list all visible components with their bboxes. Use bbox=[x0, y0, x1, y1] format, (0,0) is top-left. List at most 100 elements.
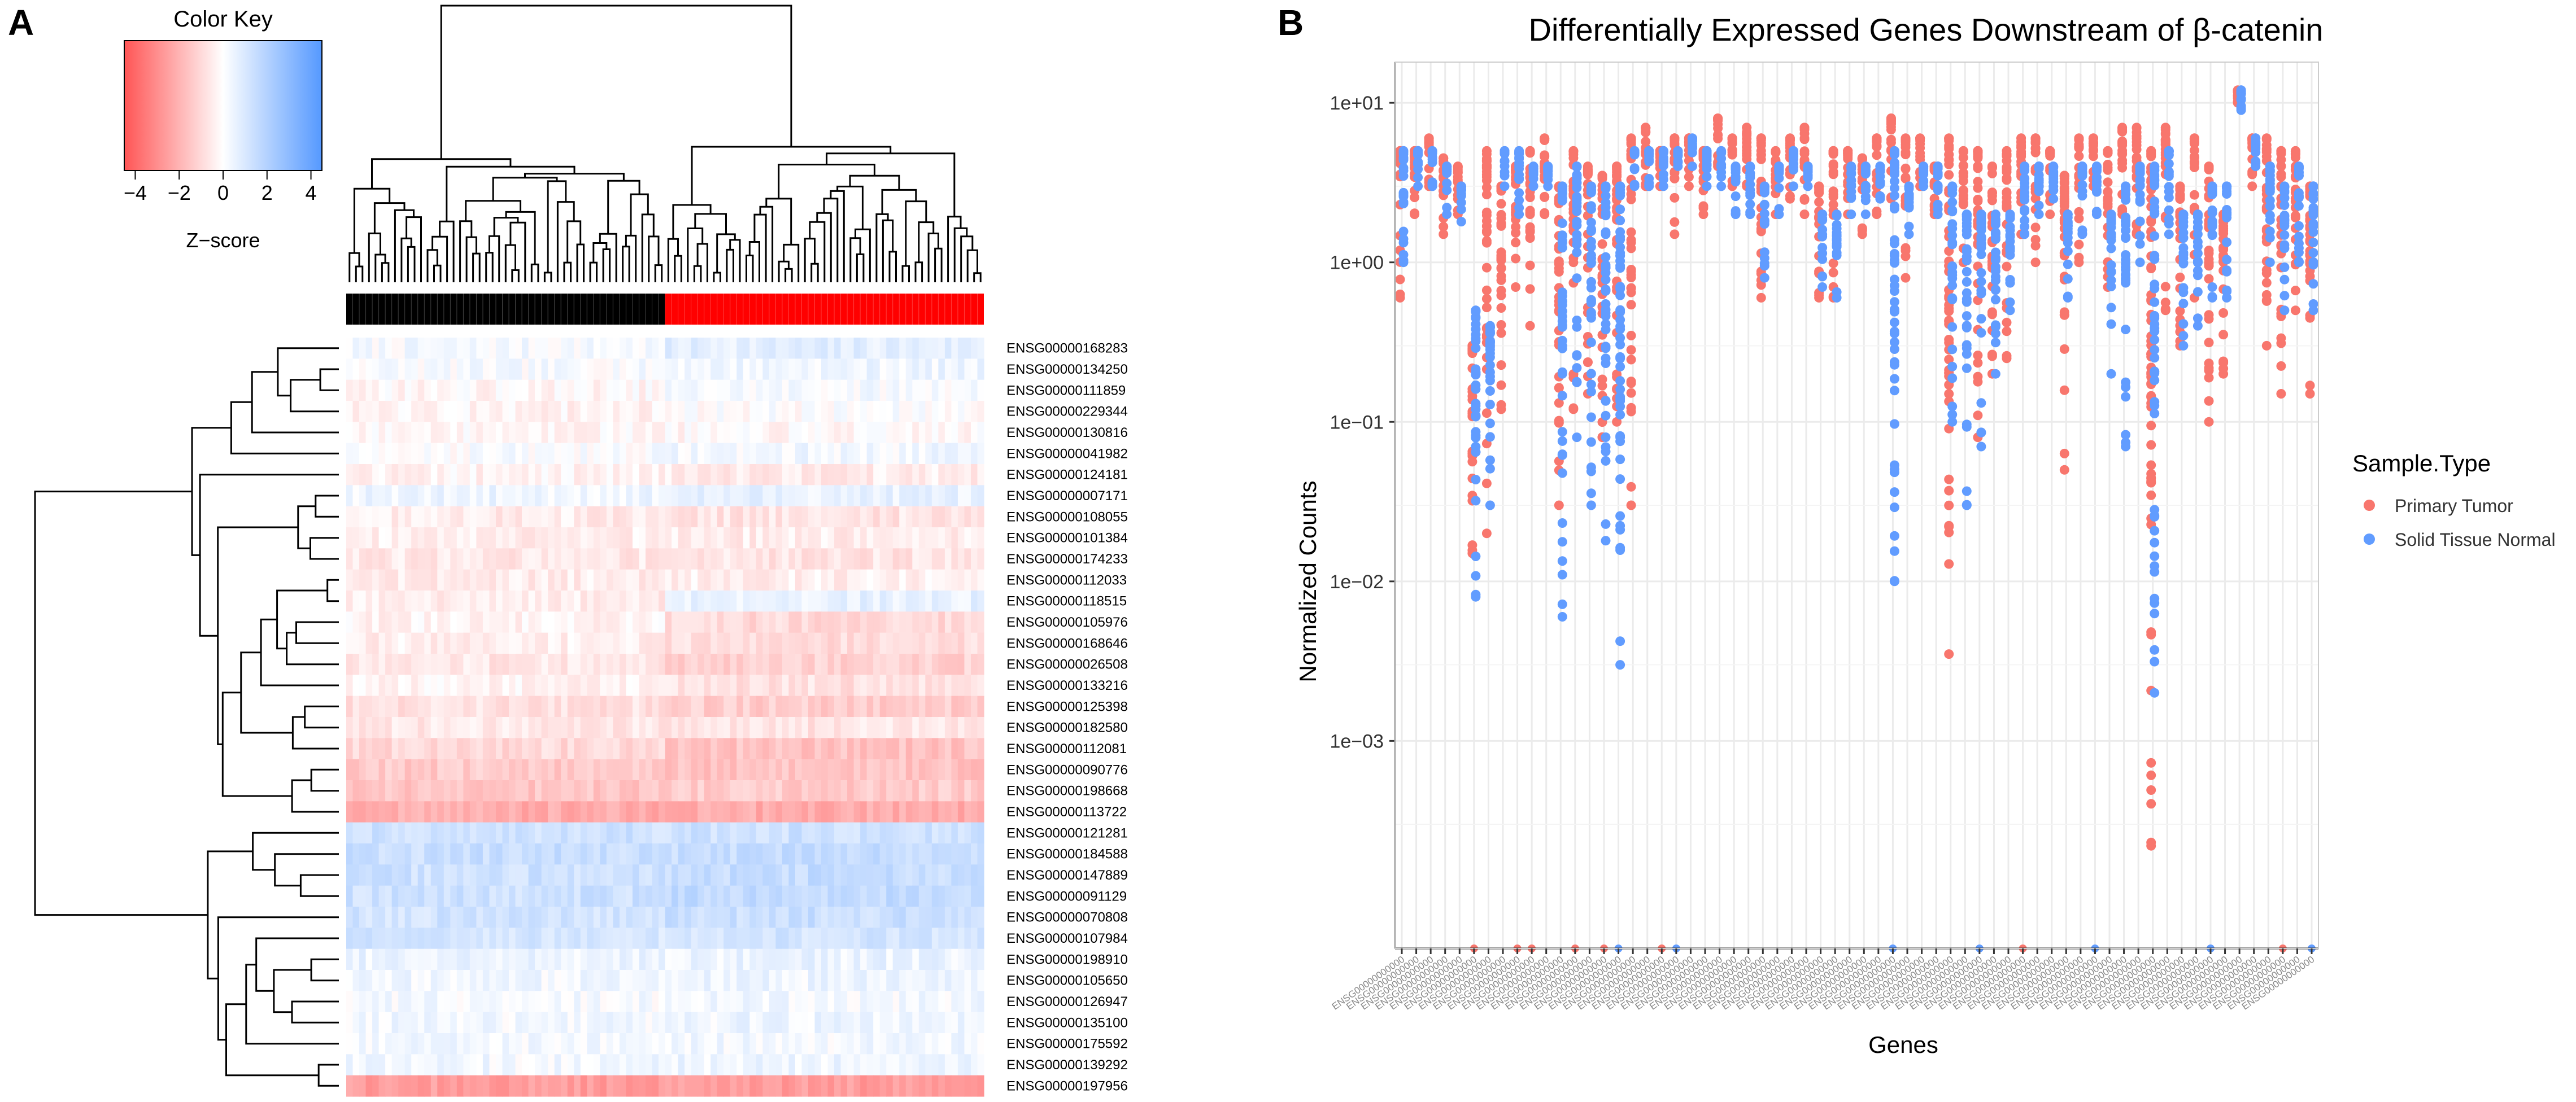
heatmap-cell bbox=[398, 1075, 405, 1097]
heatmap-cell bbox=[867, 823, 874, 844]
heatmap-cell bbox=[685, 1075, 691, 1097]
heatmap-cell bbox=[509, 570, 516, 591]
heatmap-cell bbox=[581, 401, 587, 422]
heatmap-cell bbox=[444, 464, 451, 486]
heatmap-cell bbox=[854, 570, 861, 591]
heatmap-cell bbox=[646, 654, 652, 675]
data-point bbox=[1800, 195, 1810, 205]
heatmap-cell bbox=[418, 611, 425, 633]
heatmap-cell bbox=[607, 654, 613, 675]
heatmap-cell bbox=[912, 928, 919, 949]
heatmap-cell bbox=[535, 570, 542, 591]
heatmap-cell bbox=[600, 591, 607, 612]
heatmap-cell bbox=[801, 358, 808, 380]
heatmap-cell bbox=[639, 907, 646, 928]
heatmap-cell bbox=[711, 506, 717, 528]
heatmap-cell bbox=[762, 738, 769, 759]
data-point-max bbox=[1641, 123, 1650, 132]
heatmap-cell bbox=[665, 949, 672, 970]
heatmap-cell bbox=[607, 780, 613, 802]
heatmap-cell bbox=[424, 991, 431, 1012]
heatmap-cell bbox=[418, 527, 425, 549]
heatmap-cell bbox=[665, 675, 672, 696]
heatmap-cell bbox=[411, 1033, 418, 1055]
heatmap-cell bbox=[945, 380, 952, 401]
heatmap-cell bbox=[977, 611, 984, 633]
heatmap-cell bbox=[723, 1054, 730, 1075]
heatmap-cell bbox=[971, 485, 978, 506]
heatmap-cell bbox=[841, 759, 848, 781]
heatmap-cell bbox=[522, 1012, 529, 1034]
heatmap-cell bbox=[899, 527, 906, 549]
heatmap-cell bbox=[613, 886, 620, 907]
heatmap-cell bbox=[411, 611, 418, 633]
heatmap-cell bbox=[788, 864, 795, 886]
heatmap-cell bbox=[372, 654, 379, 675]
heatmap-cell bbox=[945, 548, 952, 570]
heatmap-cell bbox=[698, 548, 704, 570]
data-point-max bbox=[1439, 154, 1448, 163]
heatmap-cell bbox=[633, 949, 639, 970]
heatmap-cell bbox=[444, 886, 451, 907]
heatmap-cell bbox=[906, 738, 913, 759]
heatmap-cell bbox=[769, 633, 776, 654]
heatmap-cell bbox=[762, 823, 769, 844]
heatmap-cell bbox=[418, 654, 425, 675]
heatmap-cell bbox=[788, 907, 795, 928]
heatmap-cell bbox=[548, 928, 555, 949]
heatmap-cell bbox=[646, 886, 652, 907]
heatmap-cell bbox=[958, 738, 965, 759]
heatmap-cell bbox=[457, 527, 464, 549]
heatmap-cell bbox=[808, 1075, 815, 1097]
heatmap-cell bbox=[814, 422, 821, 443]
heatmap-cell bbox=[587, 401, 594, 422]
heatmap-cell bbox=[457, 338, 464, 359]
heatmap-cell bbox=[405, 928, 412, 949]
heatmap-cell bbox=[919, 970, 926, 991]
heatmap-cell bbox=[535, 1012, 542, 1034]
heatmap-cell bbox=[646, 548, 652, 570]
heatmap-cell bbox=[411, 970, 418, 991]
heatmap-cell bbox=[743, 949, 750, 970]
row-label: ENSG00000175592 bbox=[1006, 1037, 1128, 1052]
heatmap-cell bbox=[782, 338, 789, 359]
heatmap-cell bbox=[912, 696, 919, 718]
heatmap-cell bbox=[463, 380, 470, 401]
heatmap-cell bbox=[437, 464, 444, 486]
heatmap-cell bbox=[678, 907, 685, 928]
heatmap-cell bbox=[620, 675, 626, 696]
heatmap-cell bbox=[568, 970, 574, 991]
heatmap-cell bbox=[574, 401, 581, 422]
heatmap-cell bbox=[795, 654, 802, 675]
heatmap-cell bbox=[502, 358, 509, 380]
heatmap-cell bbox=[607, 358, 613, 380]
heatmap-cell bbox=[646, 738, 652, 759]
heatmap-cell bbox=[548, 717, 555, 738]
heatmap-cell bbox=[665, 717, 672, 738]
heatmap-cell bbox=[522, 422, 529, 443]
heatmap-cell bbox=[633, 991, 639, 1012]
heatmap-cell bbox=[659, 759, 665, 781]
heatmap-cell bbox=[392, 717, 399, 738]
heatmap-cell bbox=[379, 801, 386, 823]
heatmap-cell bbox=[775, 1033, 782, 1055]
heatmap-cell bbox=[411, 548, 418, 570]
heatmap-cell bbox=[581, 611, 587, 633]
heatmap-cell bbox=[691, 548, 698, 570]
heatmap-cell bbox=[444, 843, 451, 865]
heatmap-cell bbox=[392, 864, 399, 886]
data-point bbox=[1973, 351, 1982, 360]
heatmap-cell bbox=[392, 759, 399, 781]
heatmap-cell bbox=[529, 991, 535, 1012]
heatmap-cell bbox=[437, 338, 444, 359]
heatmap-cell bbox=[372, 464, 379, 486]
heatmap-cell bbox=[678, 358, 685, 380]
heatmap-cell bbox=[828, 1075, 835, 1097]
heatmap-cell bbox=[542, 1075, 548, 1097]
heatmap-cell bbox=[860, 886, 867, 907]
dendrogram-branch bbox=[655, 265, 662, 282]
heatmap-cell bbox=[717, 401, 724, 422]
heatmap-cell bbox=[450, 780, 457, 802]
data-point bbox=[1497, 360, 1506, 370]
dendrogram-branch bbox=[850, 176, 899, 190]
